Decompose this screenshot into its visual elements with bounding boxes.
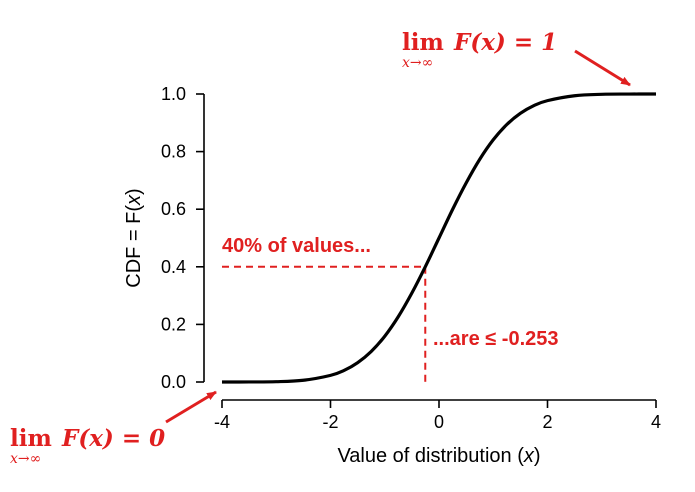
y-tick-label: 0.6 [161,199,186,219]
x-tick-label: -4 [214,412,230,432]
series-line-cdf [221,92,657,384]
annotation-40-percent: 40% of values... [222,235,371,257]
x-axis-ticks: -4 -2 0 2 4 [214,400,661,432]
lower-limit-arrow [165,390,217,424]
y-tick-label: 1.0 [161,84,186,104]
upper-limit-lim: lim [402,29,444,56]
lower-limit-expression: F(x) = 0 [61,425,165,452]
upper-limit-arrow [574,49,631,87]
y-axis-label-text: CDF = F [123,212,145,288]
y-tick-label: 0.0 [161,372,186,392]
lower-limit-subscript: x→∞ [10,451,41,467]
upper-limit-subscript: x→∞ [402,55,433,71]
x-tick-label: -2 [322,412,338,432]
annotation-upper-limit: lim x→∞ F(x) = 1 [402,29,631,87]
lower-limit-lim: lim [10,425,52,452]
y-axis-label-var: x [123,194,145,206]
x-axis-label: Value of distribution (x) [337,445,540,467]
annotation-less-equal: ...are ≤ -0.253 [433,328,559,350]
x-axis-label-text: Value of distribution [337,445,511,467]
y-axis-label: CDF = F(x) [123,188,145,287]
annotation-lower-limit: lim x→∞ F(x) = 0 [10,390,217,467]
x-axis-label-var: x [523,445,535,467]
y-tick-label: 0.4 [161,257,186,277]
x-tick-label: 4 [651,412,661,432]
x-tick-label: 0 [434,412,444,432]
y-tick-label: 0.2 [161,314,186,334]
y-tick-label: 0.8 [161,142,186,162]
upper-limit-expression: F(x) = 1 [453,29,557,56]
y-axis-ticks: 0.0 0.2 0.4 0.6 0.8 1.0 [161,84,204,392]
x-tick-label: 2 [542,412,552,432]
